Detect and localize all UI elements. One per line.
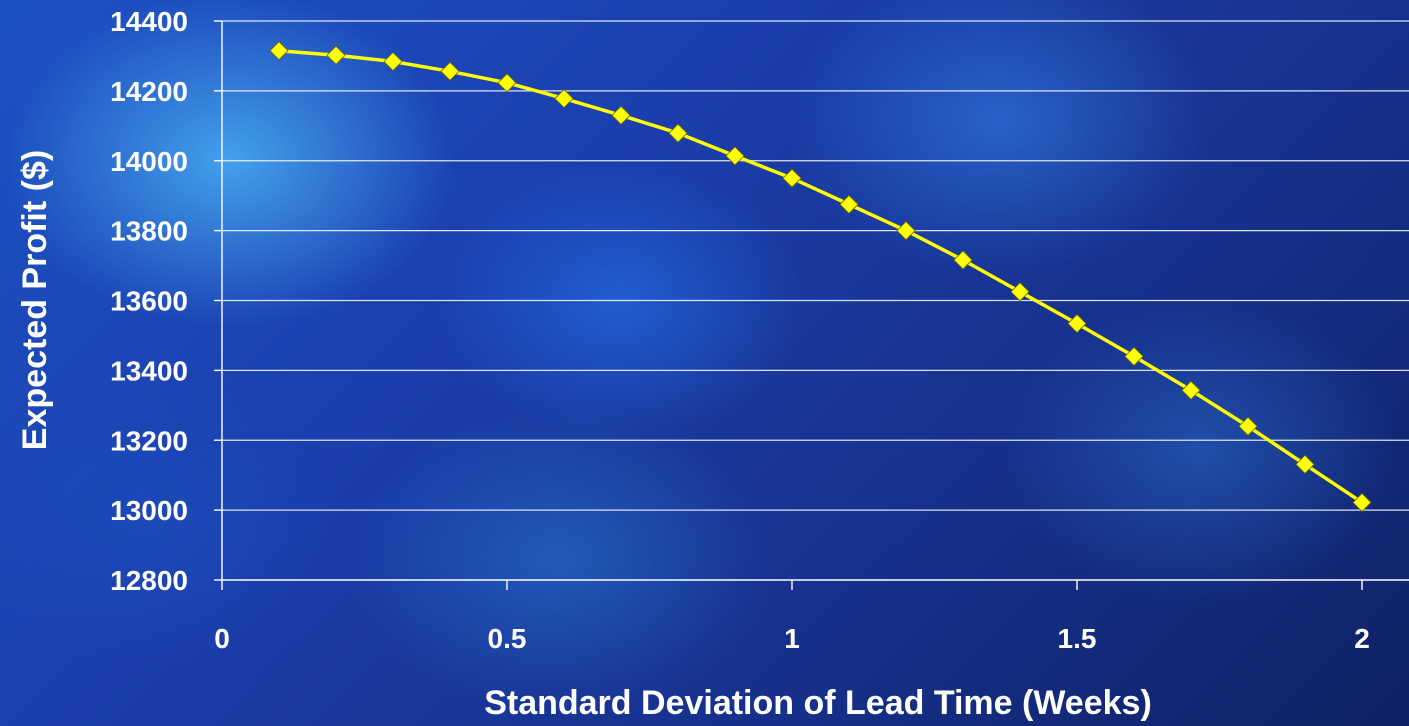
grid-lines bbox=[222, 20, 1409, 511]
data-point-diamond bbox=[782, 168, 802, 188]
data-point-diamond bbox=[1295, 454, 1315, 474]
data-point-diamond bbox=[953, 250, 973, 270]
y-axis-title: Expected Profit ($) bbox=[16, 150, 54, 450]
y-tick-label: 13800 bbox=[110, 216, 188, 247]
y-tick-label: 14200 bbox=[110, 76, 188, 107]
series-line bbox=[278, 48, 1363, 504]
data-point-diamond bbox=[1181, 380, 1201, 400]
y-tick-label: 13000 bbox=[110, 495, 188, 526]
data-point-diamond bbox=[1124, 346, 1144, 366]
data-point-diamond bbox=[611, 105, 631, 125]
x-tick-label: 2 bbox=[1354, 623, 1370, 654]
x-tick-label: 1.5 bbox=[1058, 623, 1097, 654]
x-tick-label: 0.5 bbox=[488, 623, 527, 654]
tick-labels: 12800 13000 13200 13400 13600 13800 14000 14200… bbox=[110, 6, 1370, 654]
y-tick-label: 14400 bbox=[110, 6, 188, 37]
y-tick-label: 13200 bbox=[110, 425, 188, 456]
data-point-diamond bbox=[1010, 282, 1030, 302]
y-tick-label: 12800 bbox=[110, 565, 188, 596]
y-tick-label: 13400 bbox=[110, 355, 188, 386]
y-tick-label: 13600 bbox=[110, 286, 188, 317]
y-tick-label: 14000 bbox=[110, 146, 188, 177]
x-tick-label: 0 bbox=[214, 623, 230, 654]
data-point-diamond bbox=[554, 88, 574, 109]
x-tick-label: 1 bbox=[784, 623, 800, 654]
data-point-diamond bbox=[440, 61, 460, 81]
data-point-diamond bbox=[497, 73, 517, 93]
data-point-diamond bbox=[383, 51, 403, 72]
data-point-diamond bbox=[1238, 416, 1258, 436]
x-axis-title: Standard Deviation of Lead Time (Weeks) bbox=[484, 684, 1152, 722]
data-point-diamond bbox=[839, 194, 859, 214]
data-point-diamond bbox=[269, 41, 289, 61]
data-point-diamond bbox=[1352, 492, 1372, 513]
data-point-diamond bbox=[725, 146, 745, 166]
data-point-diamond bbox=[326, 45, 346, 65]
data-point-diamond bbox=[1067, 313, 1087, 334]
data-point-diamond bbox=[896, 221, 916, 241]
data-series bbox=[269, 41, 1372, 513]
axes bbox=[214, 20, 1409, 590]
data-point-diamond bbox=[668, 123, 688, 143]
